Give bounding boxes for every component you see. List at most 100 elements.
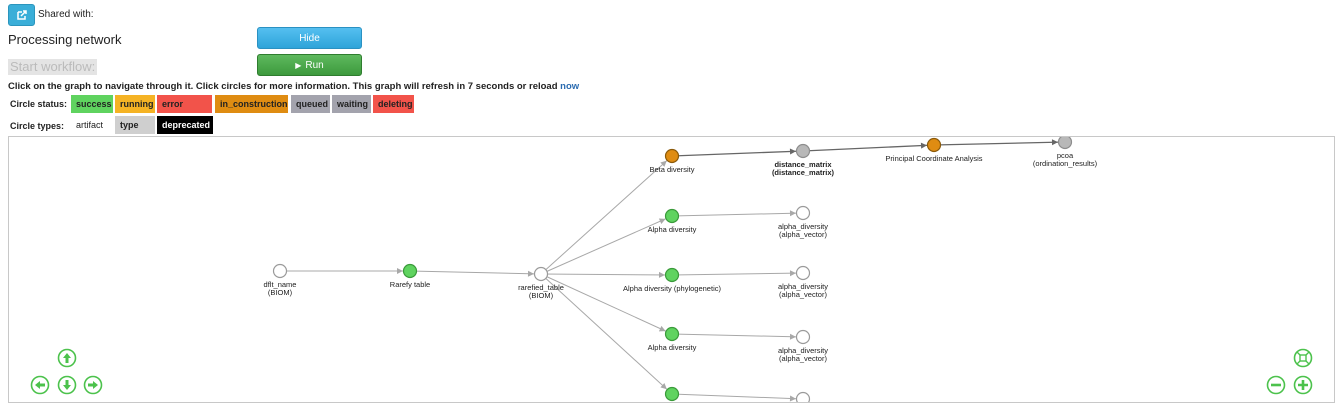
graph-edge — [671, 150, 804, 157]
edge-arrowhead — [789, 148, 797, 155]
type-badge-artifact: artifact — [71, 116, 115, 134]
graph-edge — [540, 273, 673, 276]
edge-arrowhead — [789, 395, 797, 402]
edge-arrowhead — [920, 142, 928, 149]
status-badge-queued: queued — [291, 95, 330, 113]
node-circle[interactable] — [795, 143, 811, 159]
node-label: Alpha diversity — [648, 343, 697, 352]
node-label: (BIOM) — [529, 291, 554, 300]
graph-node-rarefy[interactable]: Rarefy table — [390, 263, 430, 290]
node-circle[interactable] — [795, 205, 811, 221]
zoom-in-icon[interactable] — [1293, 375, 1313, 395]
graph-edge — [671, 212, 804, 217]
node-label: distance_matrix — [774, 160, 832, 169]
node-label: (alpha_vector) — [779, 354, 827, 363]
edge-arrowhead — [658, 218, 666, 225]
graph-node-alpha2-out[interactable]: alpha_diversity(alpha_vector) — [778, 329, 828, 364]
status-badge-success: success — [71, 95, 113, 113]
reload-now-link[interactable]: now — [560, 81, 580, 92]
status-badge-running: running — [115, 95, 155, 113]
graph-edge — [540, 273, 673, 335]
node-circle[interactable] — [664, 386, 680, 402]
graph-edge — [671, 333, 804, 338]
start-workflow-label: Start workflow: — [8, 59, 98, 75]
graph-node-alpha-phylo[interactable]: Alpha diversity (phylogenetic) — [623, 267, 721, 294]
node-circle[interactable] — [664, 326, 680, 342]
edge-arrowhead — [1051, 139, 1059, 146]
pan-left-icon[interactable] — [30, 375, 50, 395]
node-circle[interactable] — [272, 263, 288, 279]
graph-edge — [802, 144, 935, 152]
pan-up-icon[interactable] — [57, 348, 77, 368]
page-title: Processing network — [8, 32, 122, 47]
type-badge-deprecated: deprecated — [157, 116, 213, 134]
status-badge-waiting: waiting — [332, 95, 371, 113]
node-circle[interactable] — [664, 208, 680, 224]
node-label: Rarefy table — [390, 280, 430, 289]
node-label: pcoa — [1057, 151, 1074, 160]
node-label: Alpha diversity (phylogenetic) — [623, 284, 721, 293]
node-label: alpha_diversity — [778, 346, 828, 355]
processing-network-graph[interactable]: dflt_name (BIOM) Rarefy table rarefied_tabl… — [8, 136, 1335, 403]
graph-edge — [671, 272, 804, 276]
node-circle[interactable] — [533, 266, 549, 282]
graph-nodes[interactable]: dflt_name(BIOM)Rarefy table rarefied_tabl… — [264, 137, 1098, 403]
node-circle[interactable] — [1057, 137, 1073, 150]
node-circle[interactable] — [795, 265, 811, 281]
hide-button[interactable]: Hide — [257, 27, 362, 49]
graph-node-dflt[interactable]: dflt_name(BIOM) — [264, 263, 297, 298]
node-label: dflt_name — [264, 280, 297, 289]
pan-right-icon[interactable] — [83, 375, 103, 395]
shared-with-label: Shared with: — [38, 9, 94, 20]
circle-types-label: Circle types: — [10, 121, 65, 131]
graph-node-rarefied[interactable]: rarefied_table(BIOM) — [518, 266, 564, 301]
graph-node-visualize-out[interactable] — [795, 391, 811, 404]
share-button[interactable] — [8, 4, 35, 26]
graph-node-alpha1[interactable]: Alpha diversity — [648, 208, 697, 235]
graph-controls[interactable] — [30, 348, 1313, 395]
edge-arrowhead — [789, 333, 797, 340]
node-label: (BIOM) — [268, 288, 293, 297]
share-icon — [16, 10, 27, 20]
edge-arrowhead — [789, 210, 797, 217]
zoom-fit-icon[interactable] — [1293, 348, 1313, 368]
node-label: (distance_matrix) — [772, 168, 835, 177]
node-label: Principal Coordinate Analysis — [885, 154, 982, 163]
graph-node-pcoa-job[interactable]: Principal Coordinate Analysis — [885, 137, 983, 164]
graph-node-distmat[interactable]: distance_matrix(distance_matrix) — [772, 143, 835, 178]
graph-edge — [671, 393, 804, 400]
node-label: rarefied_table — [518, 283, 564, 292]
run-button[interactable]: ▶ Run — [257, 54, 362, 76]
node-label: (ordination_results) — [1033, 159, 1098, 168]
circle-status-label: Circle status: — [10, 99, 68, 109]
graph-canvas[interactable]: dflt_name(BIOM)Rarefy table rarefied_tabl… — [9, 137, 1335, 403]
node-circle[interactable] — [664, 267, 680, 283]
node-label: Beta diversity — [649, 165, 694, 174]
graph-node-alpha1-out[interactable]: alpha_diversity(alpha_vector) — [778, 205, 828, 240]
edge-arrowhead — [397, 268, 403, 274]
node-label: alpha_diversity — [778, 222, 828, 231]
edge-arrowhead — [789, 270, 797, 277]
graph-node-beta[interactable]: Beta diversity — [649, 148, 695, 175]
node-circle[interactable] — [795, 329, 811, 345]
graph-node-pcoa[interactable]: pcoa(ordination_results) — [1033, 137, 1098, 168]
node-circle[interactable] — [926, 137, 942, 153]
node-circle[interactable] — [664, 148, 680, 164]
status-badge-deleting: deleting — [373, 95, 414, 113]
node-circle[interactable] — [795, 391, 811, 404]
graph-node-visualize[interactable]: Visualize taxonomy with... — [629, 386, 715, 404]
edge-arrowhead — [658, 271, 666, 278]
play-icon: ▶ — [295, 60, 302, 70]
graph-node-alpha2[interactable]: Alpha diversity — [648, 326, 697, 353]
zoom-out-icon[interactable] — [1266, 375, 1286, 395]
graph-edge — [540, 155, 673, 275]
graph-edge — [540, 215, 673, 275]
edge-arrowhead — [660, 160, 667, 167]
status-badge-in-construction: in_construction — [215, 95, 288, 113]
edge-arrowhead — [660, 383, 667, 390]
graph-node-alpha-phylo-out[interactable]: alpha_diversity(alpha_vector) — [778, 265, 828, 300]
pan-down-icon[interactable] — [57, 375, 77, 395]
node-circle[interactable] — [402, 263, 418, 279]
edge-arrowhead — [658, 325, 666, 332]
node-label: Alpha diversity — [648, 225, 697, 234]
